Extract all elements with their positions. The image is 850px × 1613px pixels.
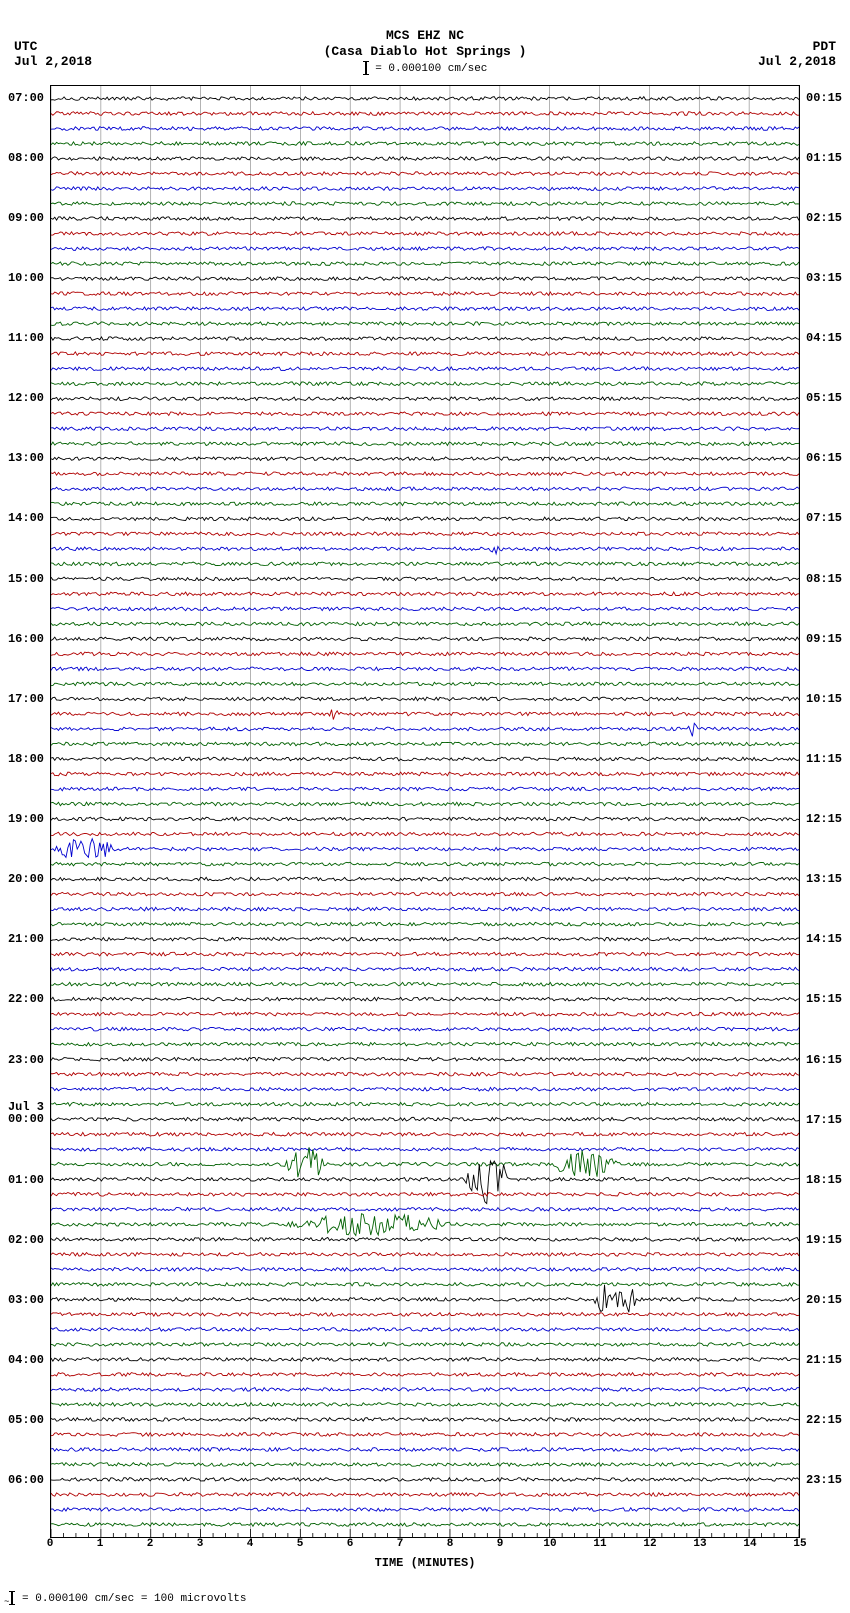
left-time-label: 18:00 bbox=[0, 753, 44, 765]
right-time-label: 02:15 bbox=[806, 212, 850, 224]
left-time-label: 17:00 bbox=[0, 693, 44, 705]
left-time-label: 15:00 bbox=[0, 573, 44, 585]
right-time-label: 01:15 bbox=[806, 152, 850, 164]
right-time-label: 13:15 bbox=[806, 873, 850, 885]
right-time-label: 16:15 bbox=[806, 1054, 850, 1066]
x-tick: 8 bbox=[447, 1538, 454, 1550]
left-time-label: 16:00 bbox=[0, 633, 44, 645]
x-tick: 11 bbox=[593, 1538, 606, 1550]
left-time-label: 12:00 bbox=[0, 392, 44, 404]
seismogram-container: UTC Jul 2,2018 PDT Jul 2,2018 MCS EHZ NC… bbox=[0, 0, 850, 1613]
left-time-label: 20:00 bbox=[0, 873, 44, 885]
right-time-label: 08:15 bbox=[806, 573, 850, 585]
x-tick: 15 bbox=[793, 1538, 806, 1550]
left-time-label: 22:00 bbox=[0, 993, 44, 1005]
seismogram-svg bbox=[51, 86, 799, 1537]
right-time-label: 11:15 bbox=[806, 753, 850, 765]
right-time-label: 22:15 bbox=[806, 1414, 850, 1426]
right-time-label: 07:15 bbox=[806, 512, 850, 524]
x-axis: TIME (MINUTES) 0123456789101112131415 bbox=[50, 1538, 800, 1573]
tz-right-date: Jul 2,2018 bbox=[758, 55, 836, 70]
right-time-label: 20:15 bbox=[806, 1294, 850, 1306]
x-tick: 14 bbox=[743, 1538, 756, 1550]
left-time-label: 01:00 bbox=[0, 1174, 44, 1186]
left-time-label: 04:00 bbox=[0, 1354, 44, 1366]
left-time-label: 23:00 bbox=[0, 1054, 44, 1066]
station-code: MCS EHZ NC bbox=[0, 28, 850, 44]
footer-scale-text: = 0.000100 cm/sec = 100 microvolts bbox=[22, 1593, 246, 1605]
left-time-label: 14:00 bbox=[0, 512, 44, 524]
left-time-label: 10:00 bbox=[0, 272, 44, 284]
left-time-label: 19:00 bbox=[0, 813, 44, 825]
right-time-label: 10:15 bbox=[806, 693, 850, 705]
x-tick: 7 bbox=[397, 1538, 404, 1550]
right-time-label: 06:15 bbox=[806, 452, 850, 464]
left-time-axis: 07:00 08:00 09:00 10:00 11:00 12:00 13:00 14:00… bbox=[0, 85, 48, 1538]
tz-left-block: UTC Jul 2,2018 bbox=[14, 40, 92, 70]
tz-right-name: PDT bbox=[758, 40, 836, 55]
left-time-label: Jul 300:00 bbox=[0, 1100, 44, 1124]
left-time-label: 13:00 bbox=[0, 452, 44, 464]
x-tick: 4 bbox=[247, 1538, 254, 1550]
right-time-label: 15:15 bbox=[806, 993, 850, 1005]
right-time-label: 18:15 bbox=[806, 1174, 850, 1186]
right-time-label: 21:15 bbox=[806, 1354, 850, 1366]
left-time-label: 09:00 bbox=[0, 212, 44, 224]
left-time-label: 21:00 bbox=[0, 933, 44, 945]
left-time-label: 06:00 bbox=[0, 1474, 44, 1486]
tz-left-date: Jul 2,2018 bbox=[14, 55, 92, 70]
footer-scale: ~ = 0.000100 cm/sec = 100 microvolts bbox=[4, 1591, 246, 1607]
footer-scale-bar-icon bbox=[11, 1591, 13, 1605]
left-time-label: 02:00 bbox=[0, 1234, 44, 1246]
right-time-label: 19:15 bbox=[806, 1234, 850, 1246]
right-time-label: 03:15 bbox=[806, 272, 850, 284]
right-time-label: 00:15 bbox=[806, 92, 850, 104]
scale-indicator: = 0.000100 cm/sec bbox=[0, 61, 850, 75]
right-time-label: 12:15 bbox=[806, 813, 850, 825]
x-tick: 5 bbox=[297, 1538, 304, 1550]
scale-text: = 0.000100 cm/sec bbox=[375, 63, 487, 75]
right-time-label: 05:15 bbox=[806, 392, 850, 404]
right-time-label: 17:15 bbox=[806, 1114, 850, 1126]
right-time-label: 04:15 bbox=[806, 332, 850, 344]
right-time-axis: 00:15 01:15 02:15 03:15 04:15 05:15 06:15 07:15… bbox=[802, 85, 850, 1538]
x-tick: 0 bbox=[47, 1538, 54, 1550]
x-axis-label: TIME (MINUTES) bbox=[50, 1556, 800, 1570]
left-time-label: 03:00 bbox=[0, 1294, 44, 1306]
left-time-label: 05:00 bbox=[0, 1414, 44, 1426]
right-time-label: 09:15 bbox=[806, 633, 850, 645]
x-tick: 3 bbox=[197, 1538, 204, 1550]
x-tick: 2 bbox=[147, 1538, 154, 1550]
left-time-label: 11:00 bbox=[0, 332, 44, 344]
left-time-label: 07:00 bbox=[0, 92, 44, 104]
tz-right-block: PDT Jul 2,2018 bbox=[758, 40, 836, 70]
x-tick: 10 bbox=[543, 1538, 556, 1550]
x-tick: 6 bbox=[347, 1538, 354, 1550]
x-tick: 9 bbox=[497, 1538, 504, 1550]
station-location: (Casa Diablo Hot Springs ) bbox=[0, 44, 850, 60]
plot-area bbox=[50, 85, 800, 1538]
scale-bar-icon bbox=[365, 61, 367, 75]
right-time-label: 14:15 bbox=[806, 933, 850, 945]
tz-left-name: UTC bbox=[14, 40, 92, 55]
chart-header: MCS EHZ NC (Casa Diablo Hot Springs ) bbox=[0, 0, 850, 59]
x-tick: 1 bbox=[97, 1538, 104, 1550]
x-tick: 13 bbox=[693, 1538, 706, 1550]
left-time-label: 08:00 bbox=[0, 152, 44, 164]
x-tick: 12 bbox=[643, 1538, 656, 1550]
right-time-label: 23:15 bbox=[806, 1474, 850, 1486]
